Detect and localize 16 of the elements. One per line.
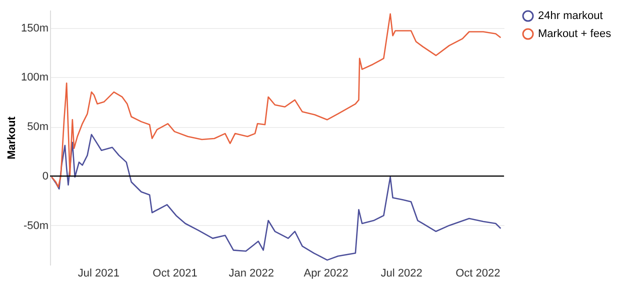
x-tick-label: Apr 2022 [304,268,348,280]
legend-label: 24hr markout [538,10,603,22]
y-tick-label: 150m [20,22,48,34]
line-series [51,13,502,188]
legend-label: Markout + fees [538,28,612,40]
x-tick-label: Jul 2021 [78,268,120,280]
y-tick-label: 50m [27,121,48,134]
x-tick-label: Jul 2022 [380,268,422,280]
x-tick-label: Oct 2022 [456,268,500,280]
x-tick-label: Oct 2021 [152,268,198,280]
y-tick-label: -50m [23,220,48,232]
y-tick-label: 100m [20,72,48,84]
x-tick-label: Jan 2022 [228,268,274,280]
line-series [51,134,502,261]
y-tick-label: 0 [42,170,48,183]
y-axis-title: Markout [6,116,18,160]
